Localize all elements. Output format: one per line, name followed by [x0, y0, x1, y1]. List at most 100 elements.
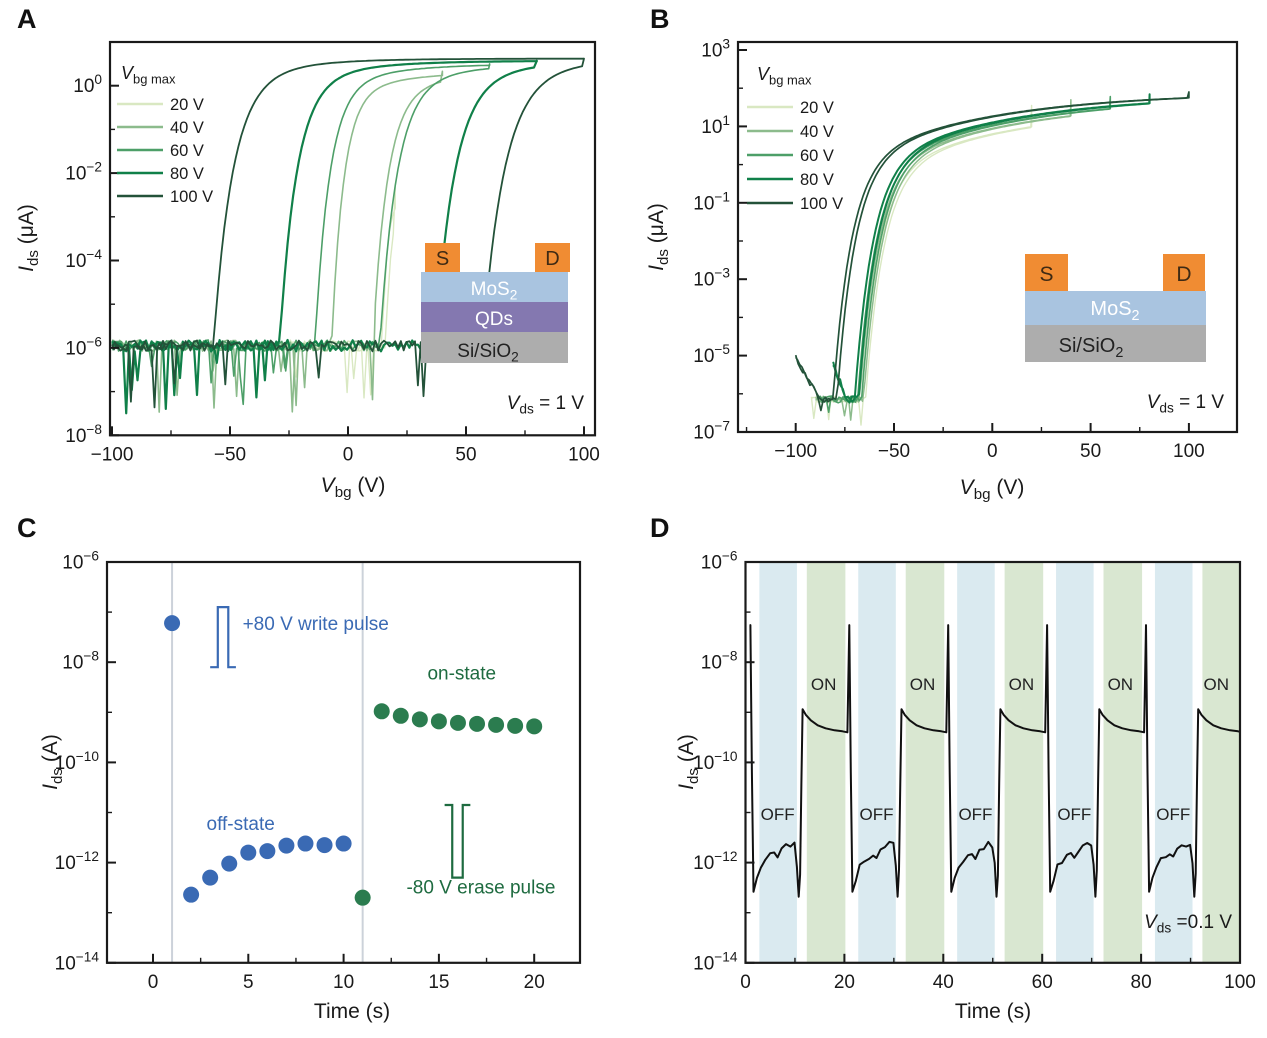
- panel-d-plot: 0 20 40 60 80 100 10−6 10−8 10−10 10−12 10−14 Time …: [675, 549, 1256, 1023]
- b-y-tick-label: 10−1: [693, 189, 730, 214]
- d-retention-waveform: [749, 624, 1241, 898]
- d-off-label: OFF: [860, 805, 894, 824]
- c-x-tick-label: 20: [524, 972, 545, 993]
- a-y-tick-label: 10−8: [65, 422, 102, 447]
- a-y-tick-label: 10−6: [65, 334, 102, 359]
- panel-c: C 0 5 10 15 20 10−6 10−8 10−10 10−12 10−14 Time (s…: [0, 513, 634, 1038]
- c-datapoint-write-off: [183, 886, 200, 903]
- d-on-label: ON: [1009, 675, 1035, 694]
- b-curves: [794, 91, 1190, 426]
- d-on-band: [806, 562, 846, 963]
- c-on-state-label: on-state: [427, 664, 496, 685]
- panel-d-letter: D: [650, 513, 670, 543]
- panel-b-plot: −100 −50 0 50 100 103 101 10−1 10−3 10−5 10−7 Vbg (…: [645, 37, 1239, 503]
- a-legend-label: 20 V: [170, 96, 204, 114]
- d-on-label: ON: [1108, 675, 1134, 694]
- b-inset-drain-contact: [1163, 254, 1205, 291]
- panel-a-plot: −100 −50 0 50 100 100 10−2 10−4 10−6 10−8 Vbg (V) I…: [15, 40, 600, 501]
- d-on-label: ON: [910, 675, 936, 694]
- a-legend-title: Vbg max: [121, 63, 176, 86]
- b-x-tick-label: 0: [987, 441, 998, 462]
- c-y-tick-label: 10−6: [62, 549, 99, 574]
- b-y-tick-label: 10−5: [693, 342, 730, 367]
- a-inset-layer-SiSiO2: [421, 332, 568, 363]
- a-x-tick-label: −100: [91, 444, 134, 465]
- b-legend-label: 60 V: [800, 147, 834, 165]
- c-datapoint-erase-on: [526, 718, 543, 735]
- b-curve-80V: [832, 93, 1151, 404]
- b-legend-label: 20 V: [800, 99, 834, 117]
- c-x-tick-label: 10: [333, 972, 354, 993]
- b-inset-layer-MoS2: [1025, 291, 1206, 325]
- c-datapoint-write-off: [202, 869, 219, 886]
- a-legend-label: 40 V: [170, 119, 204, 137]
- d-x-tick-label: 80: [1131, 972, 1152, 993]
- panel-c-letter: C: [17, 513, 37, 543]
- d-y-tick-label: 10−14: [693, 949, 738, 974]
- c-x-tick-label: 0: [148, 972, 159, 993]
- a-legend-label: 80 V: [170, 165, 204, 183]
- a-inset-layer-MoS2: [421, 272, 568, 302]
- c-write-pulse-glyph: [210, 605, 236, 669]
- a-x-tick-label: 100: [568, 444, 600, 465]
- a-x-tick-label: −50: [214, 444, 246, 465]
- b-y-tick-label: 103: [701, 37, 730, 62]
- c-y-tick-label: 10−14: [55, 949, 100, 974]
- b-inset-layer-label: MoS2: [1090, 298, 1139, 324]
- c-datapoint-write-off: [335, 835, 352, 852]
- b-vds-note: Vds = 1 V: [1147, 392, 1225, 416]
- c-y-tick-label: 10−12: [55, 849, 99, 874]
- c-y-axis-title: Ids (A): [39, 734, 66, 790]
- d-on-band: [1004, 562, 1044, 963]
- b-y-axis-title: Ids (μA): [645, 203, 672, 271]
- b-y-tick-label: 10−3: [693, 266, 730, 291]
- c-datapoint-write-off: [164, 615, 181, 632]
- d-y-tick-label: 10−6: [701, 549, 738, 574]
- c-datapoint-erase-on: [469, 715, 486, 732]
- d-vds-note: Vds =0.1 V: [1144, 912, 1232, 936]
- c-x-tick-label: 15: [428, 972, 449, 993]
- panel-c-plot: 0 5 10 15 20 10−6 10−8 10−10 10−12 10−14 Time (s) I…: [39, 549, 582, 1023]
- c-datapoint-write-off: [316, 837, 333, 854]
- b-x-tick-label: −50: [878, 441, 910, 462]
- a-x-axis-title: Vbg (V): [321, 474, 386, 501]
- c-datapoint-write-off: [221, 855, 238, 872]
- panel-b: B −100 −50 0 50 100 103 101 10−1 10−3 10−5 10−7 Vbg…: [633, 0, 1267, 519]
- c-datapoint-erase-on: [488, 716, 505, 733]
- d-off-band: [858, 562, 896, 963]
- a-inset-layer-label: MoS2: [471, 279, 518, 303]
- b-curve-100V: [794, 91, 1190, 412]
- d-off-label: OFF: [1057, 805, 1091, 824]
- c-datapoint-erase-on: [411, 711, 428, 728]
- a-y-axis-title: Ids (μA): [15, 204, 42, 272]
- d-y-axis-title: Ids (A): [675, 734, 702, 790]
- c-erase-pulse-glyph: [444, 803, 471, 879]
- d-off-label: OFF: [761, 805, 795, 824]
- d-x-tick-label: 40: [933, 972, 954, 993]
- a-y-tick-label: 10−4: [65, 247, 102, 272]
- d-off-band: [1056, 562, 1094, 963]
- panel-d: D 0 20 40 60 80 100 10−6 10−8 10−10 10−12 10−14 Tim…: [633, 513, 1267, 1038]
- a-frame: [108, 40, 597, 437]
- c-datapoint-erase-on: [430, 713, 447, 730]
- d-off-label: OFF: [1156, 805, 1190, 824]
- a-y-tick-label: 10−2: [65, 160, 102, 185]
- b-x-tick-label: 100: [1173, 441, 1205, 462]
- panel-a-letter: A: [17, 4, 37, 34]
- a-inset-source-label: S: [436, 248, 449, 270]
- c-datapoint-erase-on: [449, 714, 466, 731]
- a-x-tick-label: 0: [343, 444, 354, 465]
- c-datapoint-write-off: [297, 835, 314, 852]
- d-x-tick-label: 0: [740, 972, 751, 993]
- b-inset-drain-label: D: [1176, 263, 1191, 286]
- b-y-tick-label: 10−7: [693, 419, 730, 444]
- d-off-band: [759, 562, 797, 963]
- b-legend-label: 100 V: [800, 195, 843, 213]
- c-datapoint-erase-on: [392, 707, 409, 724]
- c-datapoint-erase-on: [507, 717, 524, 734]
- a-legend-label: 100 V: [170, 188, 213, 206]
- a-inset-layer-QDs: [421, 302, 568, 332]
- a-curves: [111, 57, 585, 415]
- b-x-tick-label: −100: [774, 441, 817, 462]
